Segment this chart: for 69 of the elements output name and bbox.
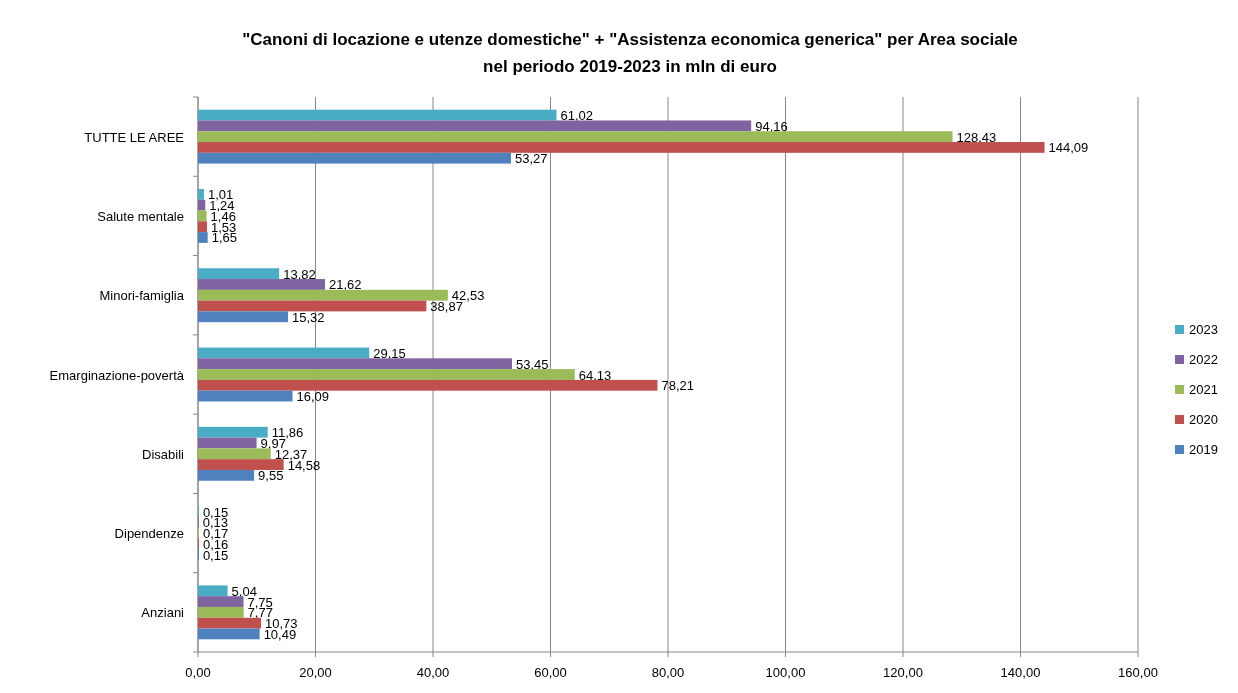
chart-title: "Canoni di locazione e utenze domestiche" + "Assistenza economica generica" per Area sociale nel periodo 2019-2023 in mln di euro bbox=[242, 30, 1018, 76]
y-tick-label: Emarginazione-povertà bbox=[49, 367, 185, 383]
bar bbox=[198, 469, 255, 481]
data-label: 78,21 bbox=[661, 378, 695, 394]
data-label: 9,97 bbox=[260, 436, 286, 451]
data-label: 53,45 bbox=[516, 356, 549, 372]
x-tick-label: 160,00 bbox=[1118, 665, 1158, 680]
data-label: 38,87 bbox=[430, 299, 463, 314]
x-tick-label: 140,00 bbox=[1000, 665, 1041, 680]
legend-label: 2023 bbox=[1189, 322, 1218, 337]
data-label: 128,43 bbox=[956, 129, 997, 145]
y-tick-label: Salute mentale bbox=[97, 208, 184, 224]
data-label: 144,09 bbox=[1048, 140, 1089, 156]
bar bbox=[198, 188, 204, 200]
bar bbox=[198, 369, 575, 380]
bar bbox=[198, 426, 268, 438]
bar bbox=[198, 459, 284, 470]
bar bbox=[198, 210, 207, 222]
y-tick-label: Anziani bbox=[141, 605, 185, 621]
bar bbox=[198, 279, 326, 290]
bar bbox=[198, 606, 244, 618]
bar bbox=[198, 585, 228, 597]
data-label: 29,15 bbox=[373, 345, 406, 361]
bar bbox=[198, 109, 557, 121]
bar bbox=[198, 358, 513, 370]
bar bbox=[198, 437, 257, 449]
data-label: 15,32 bbox=[292, 309, 325, 325]
x-tick-label: 20,00 bbox=[299, 665, 332, 680]
x-tick-label: 60,00 bbox=[534, 665, 567, 680]
data-label: 21,62 bbox=[329, 277, 362, 293]
bar bbox=[198, 131, 953, 143]
y-tick-label: Dipendenze bbox=[114, 526, 184, 542]
bar bbox=[198, 596, 244, 607]
bar bbox=[198, 289, 448, 301]
bar bbox=[198, 617, 262, 629]
bar bbox=[198, 448, 271, 460]
bar bbox=[198, 142, 1045, 153]
bar bbox=[198, 199, 206, 211]
bar bbox=[198, 311, 289, 323]
y-tick-label: TUTTE LE AREE bbox=[84, 129, 185, 145]
legend-label: 2021 bbox=[1189, 382, 1218, 397]
data-label: 13,82 bbox=[283, 266, 316, 282]
y-tick-label: Minori-famiglia bbox=[99, 288, 185, 304]
bar bbox=[198, 379, 658, 391]
bar bbox=[198, 221, 207, 233]
data-label: 61,02 bbox=[560, 108, 594, 124]
y-tick-label: Disabili bbox=[142, 446, 185, 462]
data-label: 53,27 bbox=[514, 151, 548, 167]
x-tick-label: 80,00 bbox=[651, 665, 685, 680]
bar bbox=[198, 120, 752, 132]
data-label: 5,04 bbox=[231, 583, 257, 599]
bar bbox=[198, 300, 427, 312]
data-label: 94,16 bbox=[755, 118, 788, 134]
bar bbox=[198, 390, 293, 402]
bar bbox=[198, 347, 370, 359]
data-label: 16,09 bbox=[296, 389, 330, 405]
data-label: 9,55 bbox=[258, 468, 284, 484]
bar bbox=[198, 268, 280, 280]
legend-label: 2019 bbox=[1189, 442, 1218, 457]
legend-label: 2022 bbox=[1189, 352, 1218, 367]
bar bbox=[198, 232, 208, 243]
data-label: 64,13 bbox=[578, 367, 612, 383]
legend-label: 2020 bbox=[1189, 412, 1218, 427]
x-tick-label: 120,00 bbox=[883, 665, 923, 680]
bar bbox=[198, 152, 511, 164]
x-tick-label: 100,00 bbox=[765, 665, 806, 680]
x-tick-label: 0,00 bbox=[185, 665, 211, 680]
x-tick-label: 40,00 bbox=[416, 665, 450, 680]
bar bbox=[198, 628, 260, 640]
